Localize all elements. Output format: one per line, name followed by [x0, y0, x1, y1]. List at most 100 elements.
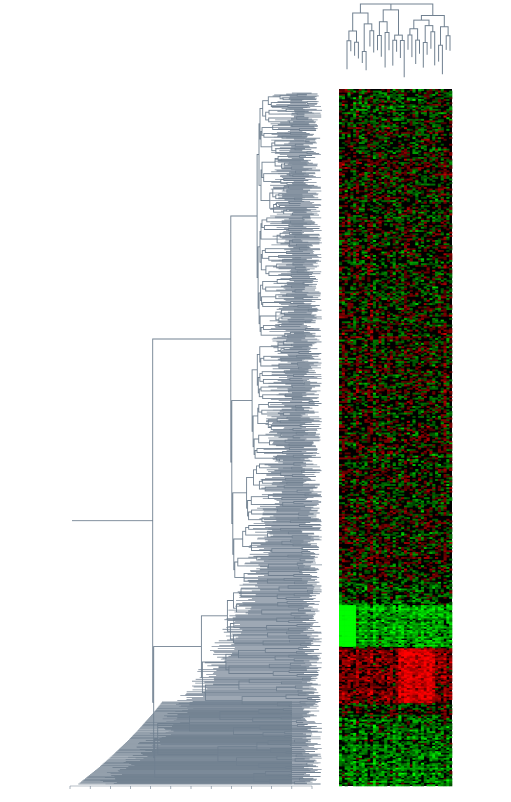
heatmap-cell	[440, 273, 444, 276]
heatmap-cell	[387, 299, 391, 302]
heatmap-cell	[432, 314, 436, 317]
heatmap-cell	[339, 396, 343, 398]
heatmap-cell	[403, 108, 408, 111]
heatmap-cell	[432, 391, 436, 393]
heatmap-cell	[418, 271, 422, 274]
heatmap-cell	[449, 379, 453, 382]
heatmap-cell	[395, 248, 399, 251]
heatmap-cell	[440, 261, 444, 264]
heatmap-cell	[432, 283, 436, 286]
heatmap-cell	[415, 336, 419, 339]
heatmap-cell	[443, 329, 447, 332]
heatmap-cell	[384, 386, 388, 389]
heatmap-cell	[344, 362, 348, 365]
heatmap-cell	[446, 474, 450, 476]
heatmap-cell	[347, 137, 351, 140]
heatmap-cell	[432, 291, 436, 294]
heatmap-cell	[423, 444, 427, 447]
heatmap-cell	[344, 103, 348, 106]
heatmap-cell	[432, 117, 436, 120]
heatmap-cell	[384, 362, 388, 365]
heatmap-cell	[381, 132, 385, 135]
heatmap-cell	[372, 410, 377, 413]
heatmap-cell	[440, 327, 444, 330]
heatmap-cell	[409, 452, 413, 455]
heatmap-cell	[401, 143, 405, 146]
heatmap-cell	[446, 329, 450, 332]
heatmap-cell	[339, 478, 343, 481]
heatmap-cell	[339, 167, 343, 169]
heatmap-cell	[426, 467, 430, 470]
heatmap-cell	[429, 150, 433, 153]
heatmap-cell	[347, 440, 351, 443]
heatmap-cell	[429, 298, 433, 301]
heatmap-cell	[355, 379, 360, 382]
heatmap-cell	[432, 213, 436, 216]
heatmap-cell	[378, 248, 382, 251]
heatmap-cell	[440, 153, 444, 156]
heatmap-cell	[449, 95, 453, 98]
heatmap-cell	[375, 396, 379, 398]
heatmap-cell	[370, 233, 374, 236]
heatmap-cell	[432, 384, 436, 387]
heatmap-cell	[406, 407, 410, 410]
heatmap-cell	[350, 472, 354, 475]
heatmap-cell	[361, 435, 365, 438]
heatmap-cell	[341, 293, 345, 296]
heatmap-cell	[355, 132, 360, 135]
heatmap-cell	[358, 400, 362, 403]
heatmap-cell	[435, 286, 439, 289]
heatmap-cell	[443, 263, 447, 266]
heatmap-cell	[387, 294, 391, 297]
heatmap-cell	[443, 112, 447, 115]
heatmap-cell	[426, 95, 430, 98]
heatmap-cell	[364, 412, 368, 415]
heatmap-cell	[339, 211, 343, 214]
heatmap-cell	[339, 447, 343, 450]
heatmap-cell	[449, 455, 453, 458]
heatmap-cell	[344, 472, 348, 475]
heatmap-cell	[415, 127, 419, 130]
heatmap-cell	[341, 163, 345, 166]
heatmap-cell	[432, 321, 436, 324]
heatmap-cell	[358, 218, 362, 221]
heatmap-cell	[401, 193, 405, 196]
heatmap-cell	[401, 253, 405, 256]
heatmap-cell	[449, 254, 453, 257]
heatmap-cell	[347, 112, 351, 115]
heatmap-cell	[381, 342, 385, 345]
heatmap-cell	[341, 374, 345, 377]
heatmap-cell	[361, 203, 365, 206]
heatmap-cell	[432, 339, 436, 342]
heatmap-cell	[389, 298, 393, 301]
heatmap-cell	[403, 276, 408, 279]
heatmap-cell	[370, 329, 374, 332]
heatmap-cell	[361, 396, 365, 398]
heatmap-cell	[423, 200, 427, 203]
heatmap-cell	[381, 240, 385, 242]
heatmap-cell	[347, 278, 351, 281]
heatmap-cell	[432, 196, 436, 199]
heatmap-cell	[440, 291, 444, 294]
heatmap-cell	[378, 339, 382, 342]
heatmap-cell	[378, 135, 382, 138]
heatmap-cell	[370, 298, 374, 301]
heatmap-cell	[375, 233, 379, 236]
heatmap-cell	[350, 125, 354, 128]
heatmap-cell	[378, 196, 382, 199]
heatmap-cell	[375, 329, 379, 332]
heatmap-cell	[378, 155, 382, 158]
heatmap-cell	[409, 168, 413, 171]
heatmap-cell	[412, 341, 416, 344]
heatmap-cell	[372, 266, 377, 269]
heatmap-cell	[355, 248, 360, 251]
heatmap-cell	[423, 316, 427, 319]
heatmap-cell	[384, 367, 388, 370]
heatmap-cell	[344, 236, 348, 239]
heatmap-cell	[392, 298, 396, 301]
heatmap-cell	[398, 173, 402, 176]
heatmap-cell	[370, 125, 374, 128]
heatmap-cell	[341, 474, 345, 476]
heatmap-cell	[387, 387, 391, 390]
heatmap-cell	[435, 409, 439, 412]
